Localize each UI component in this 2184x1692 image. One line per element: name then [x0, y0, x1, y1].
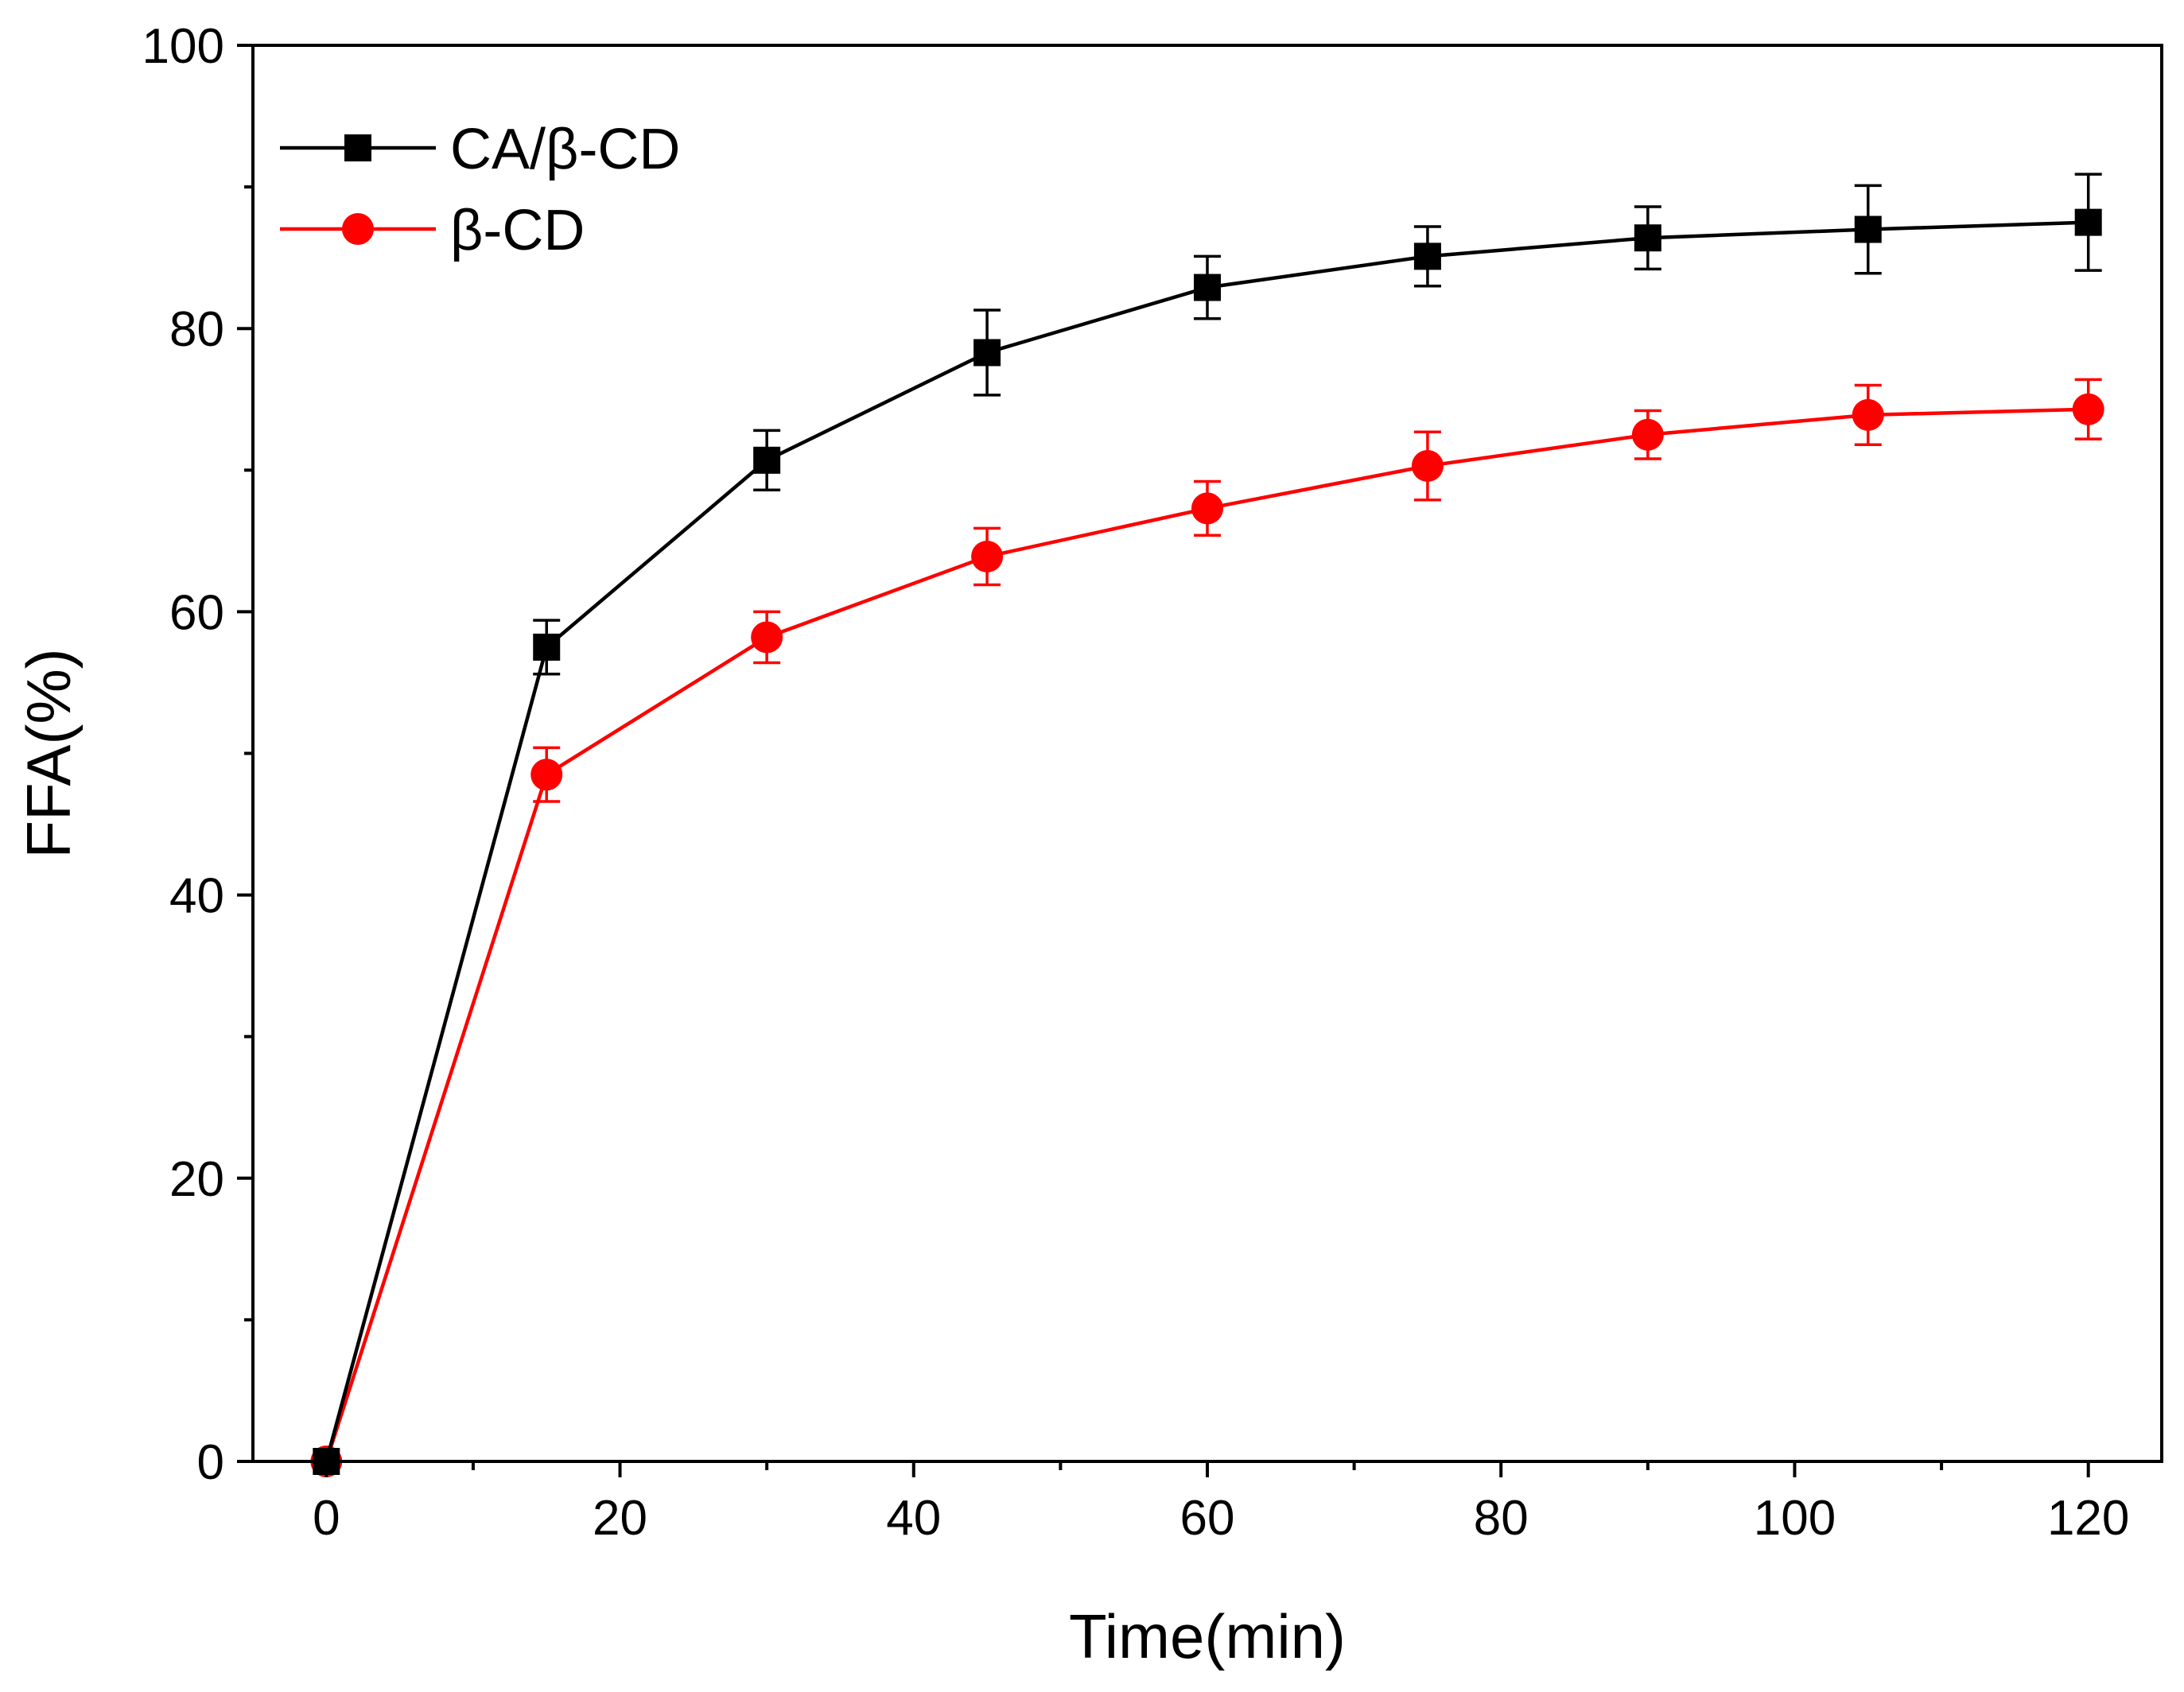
- data-point-square: [1194, 274, 1221, 301]
- data-point-circle: [1411, 449, 1444, 482]
- y-axis-title: FFA(%): [14, 648, 84, 858]
- y-tick-label: 40: [169, 869, 224, 924]
- data-point-circle: [530, 759, 563, 791]
- x-tick-label: 80: [1474, 1491, 1529, 1546]
- data-point-circle: [751, 621, 783, 654]
- data-point-square: [1854, 215, 1882, 243]
- data-point-circle: [2072, 393, 2104, 425]
- x-tick-label: 20: [593, 1491, 647, 1546]
- series-ca-beta-cd: [313, 173, 2102, 1475]
- data-point-square: [753, 446, 781, 474]
- y-tick-label: 20: [169, 1152, 224, 1207]
- y-tick-label: 0: [197, 1435, 224, 1490]
- y-tick-label: 60: [169, 585, 224, 640]
- series-beta-cd: [310, 378, 2104, 1477]
- x-tick-label: 40: [886, 1491, 941, 1546]
- data-point-circle: [1631, 418, 1664, 451]
- data-point-circle: [1852, 398, 1884, 431]
- legend-marker-circle: [342, 213, 374, 245]
- x-axis-title: Time(min): [1069, 1601, 1346, 1671]
- plot-series: [310, 173, 2104, 1477]
- x-tick-label: 100: [1754, 1491, 1836, 1546]
- data-point-square: [973, 339, 1001, 367]
- y-tick-label: 80: [169, 302, 224, 357]
- x-tick-label: 60: [1180, 1491, 1235, 1546]
- y-tick-label: 100: [142, 19, 224, 74]
- x-tick-label: 120: [2047, 1491, 2129, 1546]
- data-point-square: [1413, 243, 1441, 270]
- legend-marker-square: [344, 134, 371, 161]
- data-point-square: [533, 633, 561, 661]
- data-point-circle: [1191, 492, 1223, 525]
- data-point-square: [1634, 224, 1661, 252]
- legend: CA/β-CD β-CD: [280, 118, 680, 262]
- legend-label: CA/β-CD: [450, 118, 680, 181]
- x-tick-label: 0: [313, 1491, 340, 1546]
- data-point-square: [2074, 208, 2102, 236]
- axes-ticks: 0 20 40 60 80 100 120 0 20 40 60 80 100: [142, 19, 2130, 1546]
- legend-label: β-CD: [450, 199, 585, 262]
- data-point-circle: [971, 540, 1004, 572]
